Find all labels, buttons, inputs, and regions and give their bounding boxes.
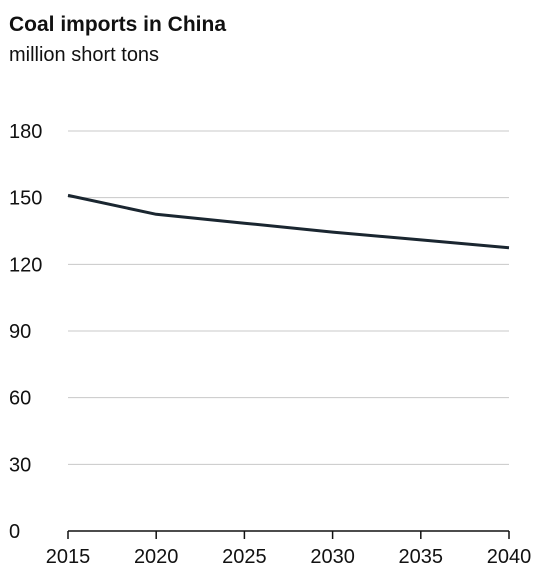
y-tick-label-150: 150 xyxy=(9,188,42,210)
y-tick-label-180: 180 xyxy=(9,121,42,143)
y-tick-label-60: 60 xyxy=(9,388,31,410)
chart-title: Coal imports in China xyxy=(9,13,227,36)
x-tick-label-2035: 2035 xyxy=(399,546,444,568)
x-tick-label-2030: 2030 xyxy=(310,546,355,568)
x-tick-label-2025: 2025 xyxy=(222,546,267,568)
series-line-0 xyxy=(67,193,510,250)
chart-subtitle: million short tons xyxy=(9,44,160,66)
grid-lines xyxy=(68,130,509,465)
x-tick-label-2040: 2040 xyxy=(487,546,532,568)
y-tick-label-0: 0 xyxy=(9,521,20,543)
y-tick-label-120: 120 xyxy=(9,254,42,276)
x-axis xyxy=(67,530,510,539)
y-tick-labels: 0 30 60 90 120 150 180 xyxy=(9,121,42,543)
y-tick-label-90: 90 xyxy=(9,321,31,343)
series-lines xyxy=(67,193,510,250)
x-tick-labels: 2015 2020 2025 2030 2035 2040 xyxy=(46,546,532,568)
x-tick-label-2015: 2015 xyxy=(46,546,91,568)
y-tick-label-30: 30 xyxy=(9,454,31,476)
x-tick-label-2020: 2020 xyxy=(134,546,179,568)
